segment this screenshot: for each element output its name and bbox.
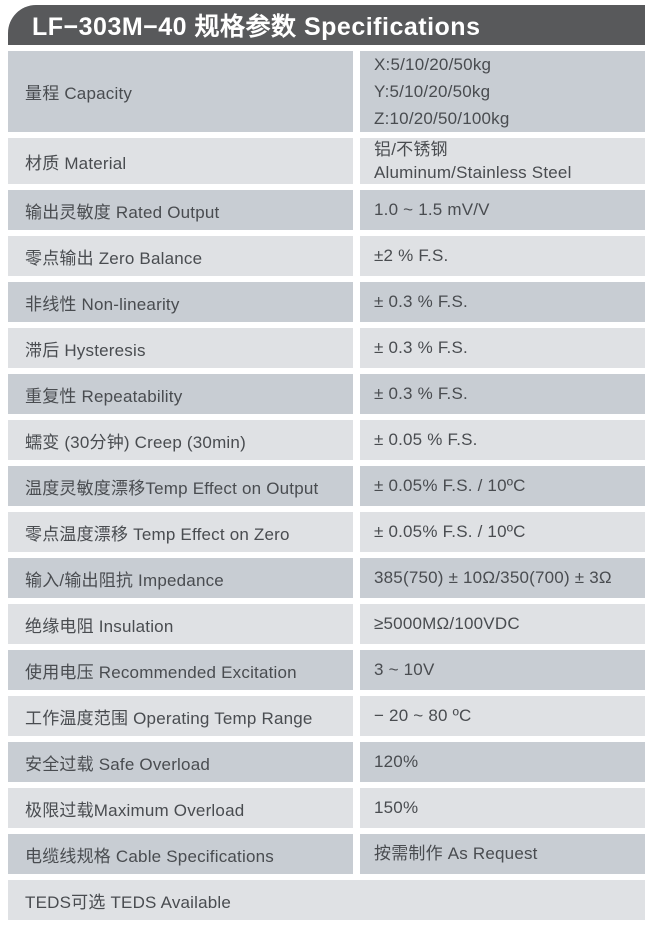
spec-value-line: Y:5/10/20/50kg <box>374 82 491 101</box>
spec-value: ≥5000MΩ/100VDC <box>360 604 645 644</box>
spec-value: ± 0.3 % F.S. <box>360 282 645 322</box>
spec-label: 电缆线规格 Cable Specifications <box>8 834 353 874</box>
spec-value-line: Aluminum/Stainless Steel <box>374 163 572 182</box>
spec-header-bar: LF−303M−40 规格参数 Specifications <box>8 5 645 45</box>
spec-value-line: 按需制作 As Request <box>374 844 538 863</box>
spec-value: 3 ~ 10V <box>360 650 645 690</box>
spec-row: TEDS可选 TEDS Available <box>8 880 645 920</box>
spec-row: 输出灵敏度 Rated Output 1.0 ~ 1.5 mV/V <box>8 190 645 230</box>
spec-row: 输入/输出阻抗 Impedance 385(750) ± 10Ω/350(700)… <box>8 558 645 598</box>
spec-value: 120% <box>360 742 645 782</box>
spec-row: 绝缘电阻 Insulation ≥5000MΩ/100VDC <box>8 604 645 644</box>
spec-value-line: ±2 % F.S. <box>374 246 449 265</box>
spec-value-line: 铝/不锈钢 <box>374 140 448 159</box>
spec-value: 150% <box>360 788 645 828</box>
spec-value-line: ± 0.3 % F.S. <box>374 338 468 357</box>
spec-label: 工作温度范围 Operating Temp Range <box>8 696 353 736</box>
spec-value-line: 150% <box>374 798 419 817</box>
spec-label: 非线性 Non-linearity <box>8 282 353 322</box>
spec-row: 量程 Capacity X:5/10/20/50kg Y:5/10/20/50kg Z… <box>8 51 645 132</box>
spec-table: 量程 Capacity X:5/10/20/50kg Y:5/10/20/50kg Z… <box>8 51 645 920</box>
spec-value: − 20 ~ 80 ºC <box>360 696 645 736</box>
spec-row: 电缆线规格 Cable Specifications 按需制作 As Reques… <box>8 834 645 874</box>
spec-label: 材质 Material <box>8 138 353 184</box>
spec-value: 385(750) ± 10Ω/350(700) ± 3Ω <box>360 558 645 598</box>
spec-value: ± 0.05% F.S. / 10ºC <box>360 512 645 552</box>
spec-label: 输入/输出阻抗 Impedance <box>8 558 353 598</box>
spec-row: 非线性 Non-linearity ± 0.3 % F.S. <box>8 282 645 322</box>
spec-label: 零点温度漂移 Temp Effect on Zero <box>8 512 353 552</box>
spec-value: ± 0.05 % F.S. <box>360 420 645 460</box>
spec-label: 使用电压 Recommended Excitation <box>8 650 353 690</box>
spec-row: 使用电压 Recommended Excitation 3 ~ 10V <box>8 650 645 690</box>
spec-value: ± 0.05% F.S. / 10ºC <box>360 466 645 506</box>
spec-value-line: X:5/10/20/50kg <box>374 55 492 74</box>
spec-row: 零点输出 Zero Balance ±2 % F.S. <box>8 236 645 276</box>
spec-label: 滞后 Hysteresis <box>8 328 353 368</box>
spec-label: 温度灵敏度漂移Temp Effect on Output <box>8 466 353 506</box>
spec-value: ± 0.3 % F.S. <box>360 328 645 368</box>
spec-value-line: 120% <box>374 752 419 771</box>
spec-table-title: LF−303M−40 规格参数 Specifications <box>32 13 481 41</box>
spec-value-line: ≥5000MΩ/100VDC <box>374 614 520 633</box>
spec-row: 重复性 Repeatability ± 0.3 % F.S. <box>8 374 645 414</box>
spec-label: 重复性 Repeatability <box>8 374 353 414</box>
spec-label: 零点输出 Zero Balance <box>8 236 353 276</box>
spec-label: 绝缘电阻 Insulation <box>8 604 353 644</box>
spec-value-line: 385(750) ± 10Ω/350(700) ± 3Ω <box>374 568 612 587</box>
spec-value: X:5/10/20/50kg Y:5/10/20/50kg Z:10/20/50/1… <box>360 51 645 132</box>
spec-row: 材质 Material 铝/不锈钢 Aluminum/Stainless Steel <box>8 138 645 184</box>
spec-label: 极限过载Maximum Overload <box>8 788 353 828</box>
spec-value: ±2 % F.S. <box>360 236 645 276</box>
spec-row: 极限过载Maximum Overload 150% <box>8 788 645 828</box>
spec-label: 蠕变 (30分钟) Creep (30min) <box>8 420 353 460</box>
spec-value-line: ± 0.3 % F.S. <box>374 292 468 311</box>
spec-value-line: ± 0.05% F.S. / 10ºC <box>374 476 526 495</box>
spec-row: 工作温度范围 Operating Temp Range − 20 ~ 80 ºC <box>8 696 645 736</box>
spec-row: 安全过载 Safe Overload 120% <box>8 742 645 782</box>
spec-value: ± 0.3 % F.S. <box>360 374 645 414</box>
spec-row: 蠕变 (30分钟) Creep (30min) ± 0.05 % F.S. <box>8 420 645 460</box>
spec-value-line: 3 ~ 10V <box>374 660 435 679</box>
spec-row: 滞后 Hysteresis ± 0.3 % F.S. <box>8 328 645 368</box>
spec-label: TEDS可选 TEDS Available <box>8 880 645 920</box>
spec-value-line: ± 0.3 % F.S. <box>374 384 468 403</box>
spec-value: 1.0 ~ 1.5 mV/V <box>360 190 645 230</box>
spec-value-line: ± 0.05% F.S. / 10ºC <box>374 522 526 541</box>
spec-row: 温度灵敏度漂移Temp Effect on Output ± 0.05% F.S.… <box>8 466 645 506</box>
spec-row: 零点温度漂移 Temp Effect on Zero ± 0.05% F.S. /… <box>8 512 645 552</box>
spec-value: 按需制作 As Request <box>360 834 645 874</box>
spec-value: 铝/不锈钢 Aluminum/Stainless Steel <box>360 138 645 184</box>
spec-label: 量程 Capacity <box>8 51 353 132</box>
spec-label: 安全过载 Safe Overload <box>8 742 353 782</box>
spec-label: 输出灵敏度 Rated Output <box>8 190 353 230</box>
spec-value-line: − 20 ~ 80 ºC <box>374 706 472 725</box>
spec-value-line: ± 0.05 % F.S. <box>374 430 478 449</box>
spec-value-line: 1.0 ~ 1.5 mV/V <box>374 200 490 219</box>
spec-value-line: Z:10/20/50/100kg <box>374 109 510 128</box>
